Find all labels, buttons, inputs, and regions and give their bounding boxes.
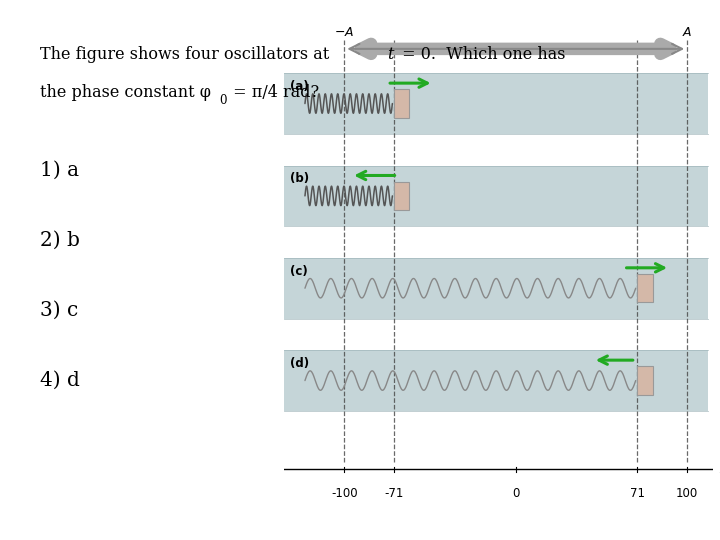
Text: 4) d: 4) d: [40, 371, 79, 390]
Bar: [284, 73, 708, 134]
Bar: [284, 350, 708, 411]
Bar: [394, 182, 410, 210]
Bar: [284, 258, 708, 319]
Text: = π/4 rad?: = π/4 rad?: [228, 84, 320, 100]
Text: the phase constant φ: the phase constant φ: [40, 84, 210, 100]
Text: 100: 100: [676, 487, 698, 500]
Text: 2) b: 2) b: [40, 231, 79, 250]
Text: t: t: [387, 46, 393, 63]
Text: (b): (b): [289, 172, 309, 185]
Bar: [637, 367, 653, 395]
Text: -100: -100: [331, 487, 358, 500]
Text: 0: 0: [220, 94, 227, 107]
Text: (c): (c): [289, 265, 307, 278]
Text: 1) a: 1) a: [40, 160, 78, 180]
Text: (d): (d): [289, 357, 309, 370]
Bar: [394, 90, 410, 118]
Bar: [284, 165, 708, 226]
Text: = 0.  Which one has: = 0. Which one has: [397, 46, 565, 63]
Text: 0: 0: [512, 487, 519, 500]
Bar: [637, 274, 653, 302]
Text: $-A$: $-A$: [334, 26, 354, 39]
Text: $A$: $A$: [682, 26, 692, 39]
Text: The figure shows four oscillators at: The figure shows four oscillators at: [40, 46, 334, 63]
Text: 71: 71: [630, 487, 645, 500]
Text: (a): (a): [289, 80, 308, 93]
Text: 3) c: 3) c: [40, 301, 78, 320]
Text: -71: -71: [384, 487, 404, 500]
